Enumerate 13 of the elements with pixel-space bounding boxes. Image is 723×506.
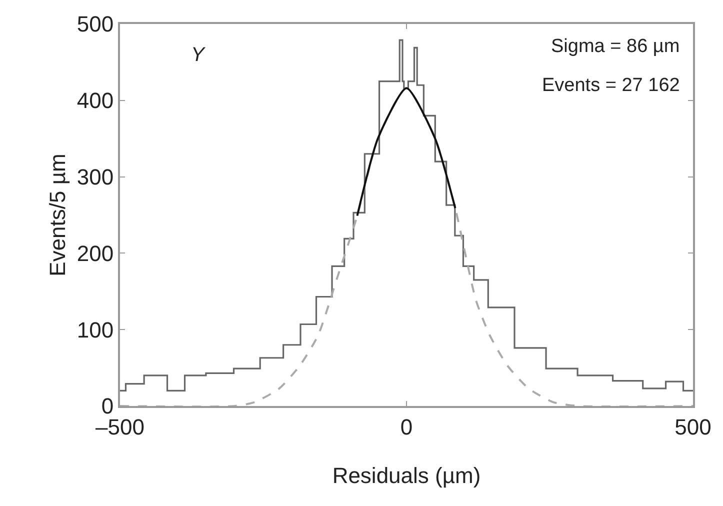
y-tick-label: 200: [76, 240, 114, 266]
x-tick-label: 500: [674, 414, 712, 440]
y-tick-label: 100: [76, 317, 114, 342]
annotation: Sigma = 86 µm: [551, 36, 680, 57]
annotation: Events = 27 162: [542, 75, 680, 96]
y-tick-label: 300: [76, 164, 114, 190]
y-tick-label: 400: [76, 88, 114, 114]
y-axis-title: Events/5 µm: [45, 154, 70, 276]
annotation: Y: [191, 44, 206, 66]
y-tick-label: 500: [76, 12, 114, 37]
x-axis-title: Residuals (µm): [332, 463, 481, 488]
line-series: [356, 87, 456, 217]
x-tick-label: 0: [400, 414, 413, 440]
